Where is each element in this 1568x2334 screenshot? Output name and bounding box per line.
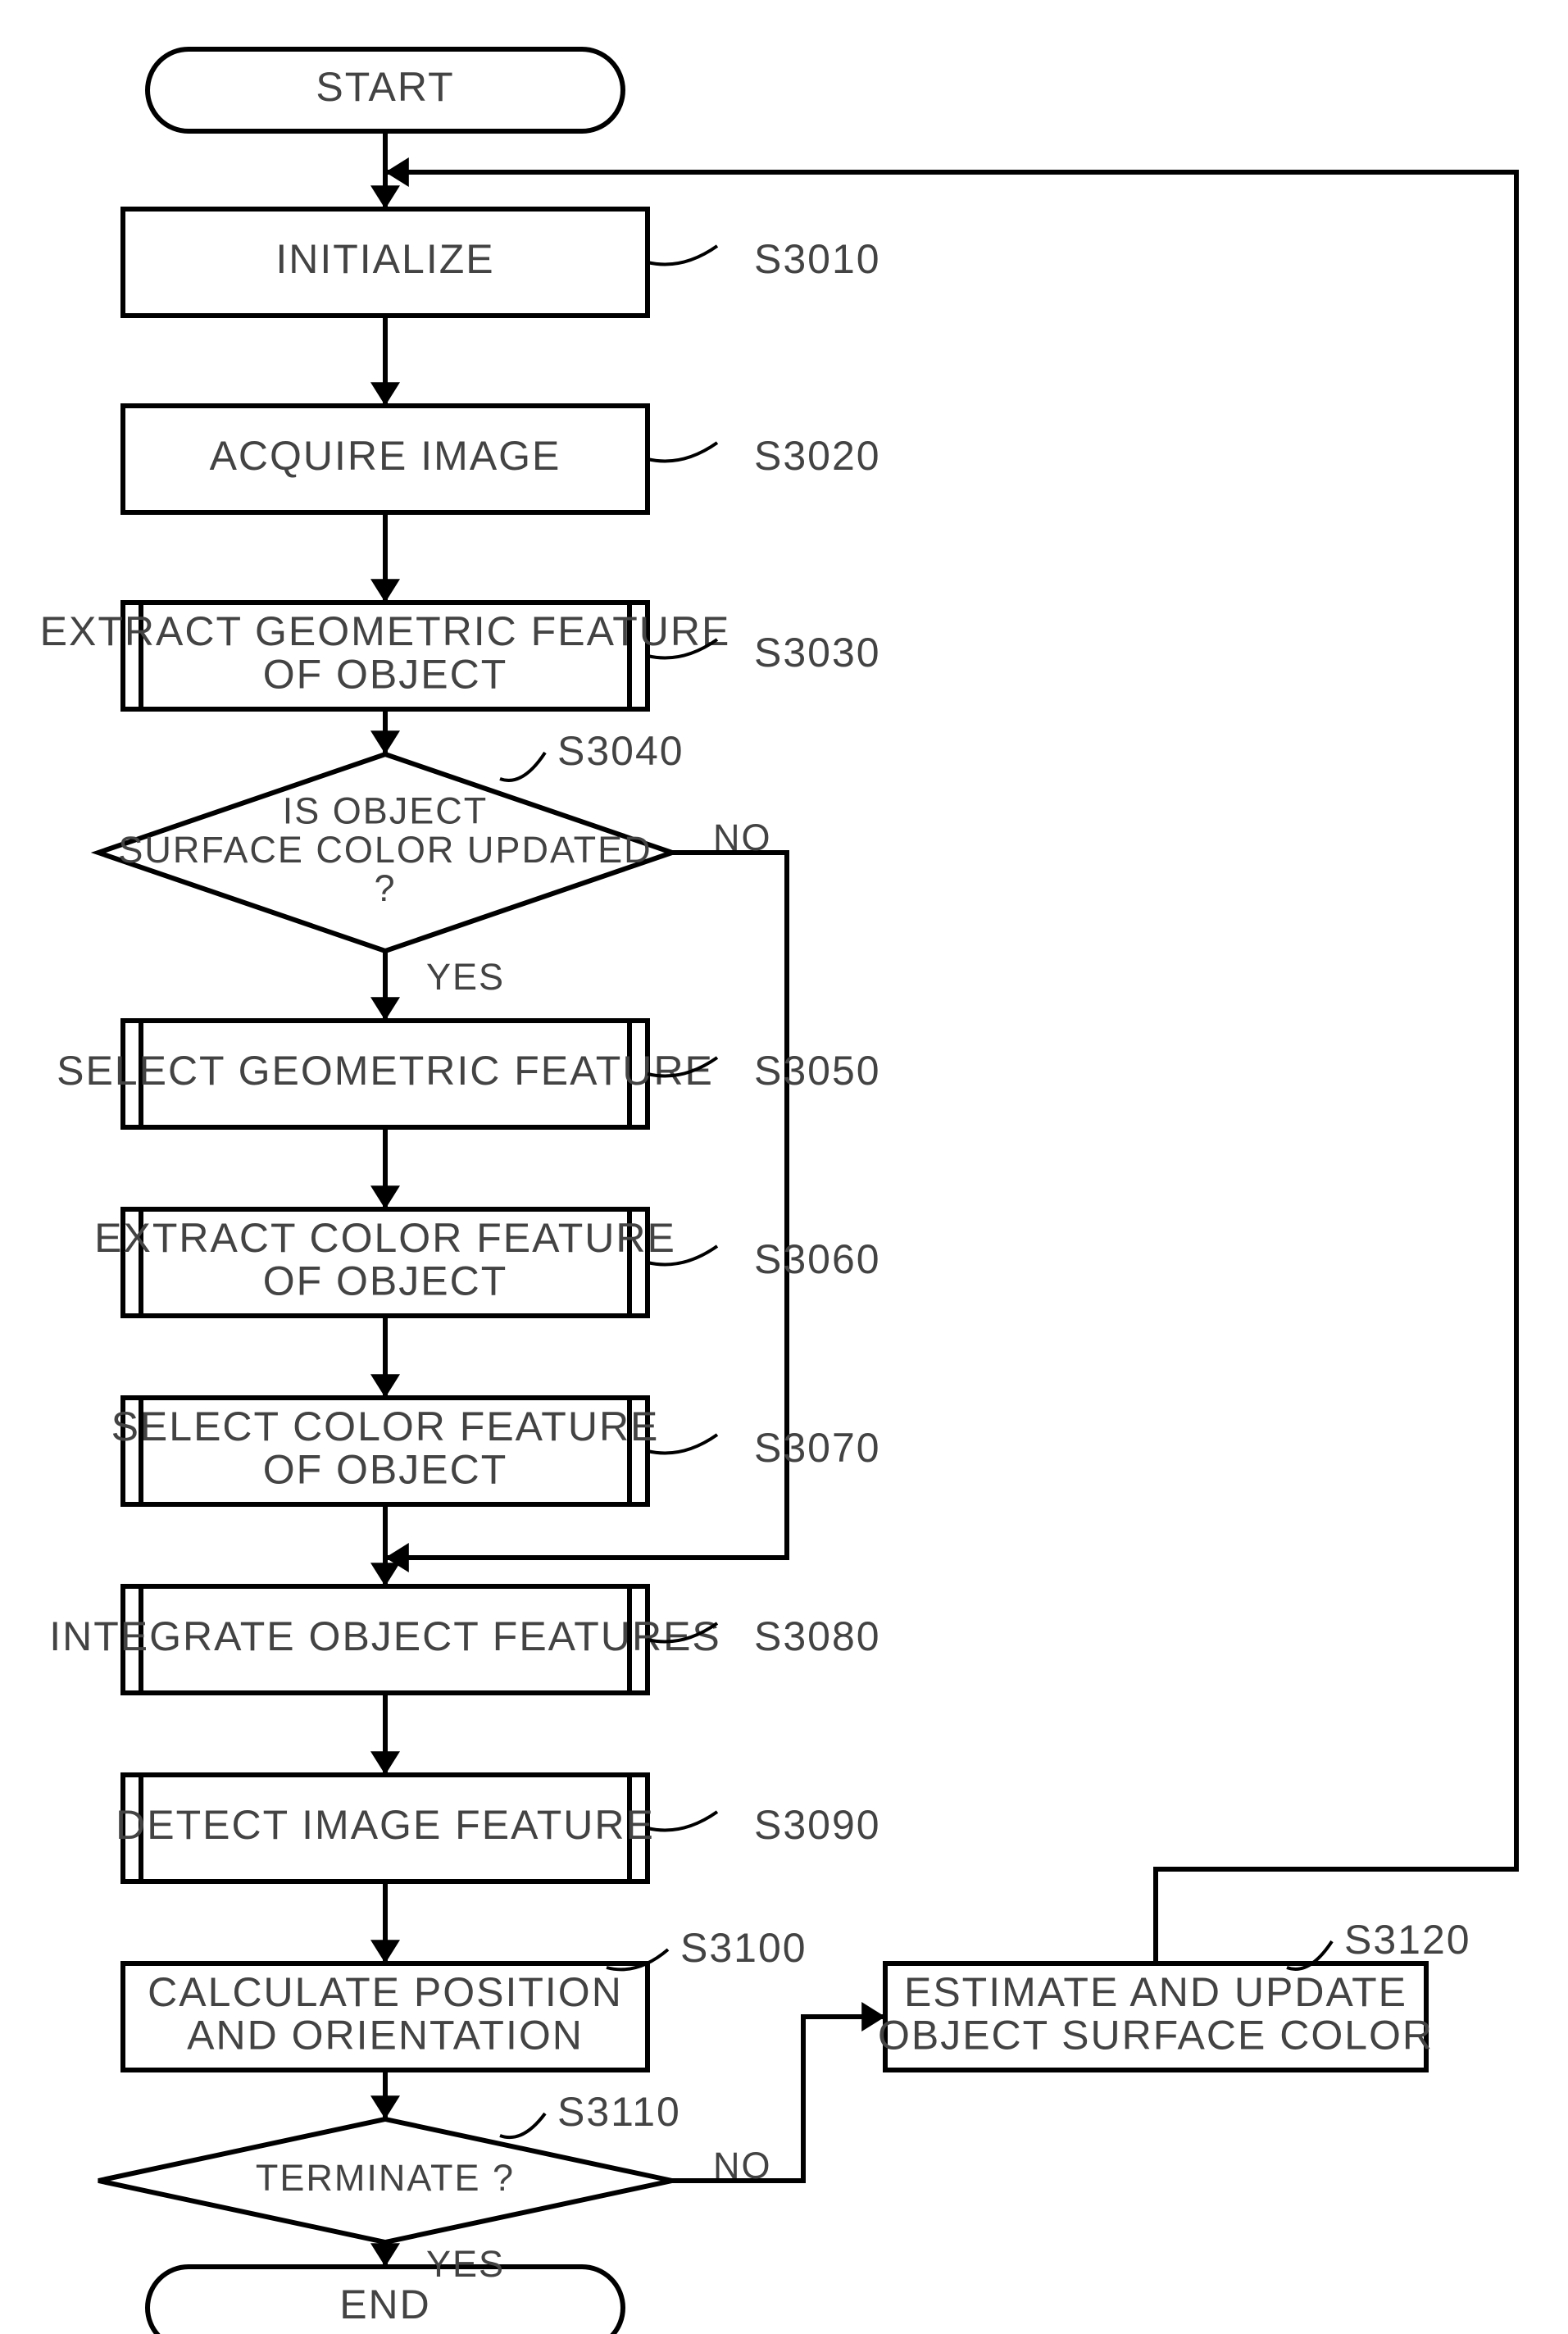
svg-text:SURFACE COLOR UPDATED: SURFACE COLOR UPDATED bbox=[118, 829, 652, 871]
svg-text:?: ? bbox=[374, 867, 396, 909]
svg-text:EXTRACT GEOMETRIC FEATURE: EXTRACT GEOMETRIC FEATURE bbox=[40, 608, 731, 654]
svg-text:OF OBJECT: OF OBJECT bbox=[263, 651, 508, 697]
svg-text:S3100: S3100 bbox=[680, 1925, 807, 1971]
svg-text:NO: NO bbox=[713, 817, 772, 858]
svg-text:S3090: S3090 bbox=[754, 1802, 881, 1848]
svg-text:S3080: S3080 bbox=[754, 1613, 881, 1659]
svg-text:SELECT GEOMETRIC FEATURE: SELECT GEOMETRIC FEATURE bbox=[57, 1048, 714, 1094]
svg-text:IS OBJECT: IS OBJECT bbox=[283, 790, 489, 832]
svg-text:OF OBJECT: OF OBJECT bbox=[263, 1446, 508, 1492]
svg-text:DETECT IMAGE FEATURE: DETECT IMAGE FEATURE bbox=[116, 1802, 655, 1848]
svg-text:CALCULATE POSITION: CALCULATE POSITION bbox=[148, 1969, 623, 2015]
svg-text:OBJECT SURFACE COLOR: OBJECT SURFACE COLOR bbox=[878, 2012, 1434, 2058]
svg-text:SELECT COLOR FEATURE: SELECT COLOR FEATURE bbox=[111, 1404, 660, 1449]
svg-text:S3040: S3040 bbox=[557, 728, 684, 774]
svg-text:TERMINATE ?: TERMINATE ? bbox=[256, 2157, 515, 2199]
svg-text:ESTIMATE AND UPDATE: ESTIMATE AND UPDATE bbox=[904, 1969, 1407, 2015]
svg-text:S3020: S3020 bbox=[754, 433, 881, 479]
svg-text:ACQUIRE IMAGE: ACQUIRE IMAGE bbox=[210, 433, 561, 479]
svg-text:S3060: S3060 bbox=[754, 1236, 881, 1282]
svg-text:S3070: S3070 bbox=[754, 1425, 881, 1471]
svg-text:S3110: S3110 bbox=[557, 2089, 681, 2135]
svg-text:START: START bbox=[316, 64, 454, 110]
svg-text:S3030: S3030 bbox=[754, 630, 881, 676]
svg-text:INTEGRATE OBJECT FEATURES: INTEGRATE OBJECT FEATURES bbox=[49, 1613, 721, 1659]
svg-text:EXTRACT COLOR FEATURE: EXTRACT COLOR FEATURE bbox=[94, 1215, 676, 1261]
svg-text:INITIALIZE: INITIALIZE bbox=[275, 236, 494, 282]
svg-text:YES: YES bbox=[426, 2243, 505, 2285]
svg-text:NO: NO bbox=[713, 2145, 772, 2186]
svg-text:S3010: S3010 bbox=[754, 236, 881, 282]
svg-text:S3120: S3120 bbox=[1344, 1917, 1471, 1963]
svg-text:OF OBJECT: OF OBJECT bbox=[263, 1258, 508, 1303]
svg-text:S3050: S3050 bbox=[754, 1048, 881, 1094]
svg-text:AND ORIENTATION: AND ORIENTATION bbox=[187, 2012, 584, 2058]
svg-text:YES: YES bbox=[426, 956, 505, 998]
svg-text:END: END bbox=[339, 2282, 431, 2327]
